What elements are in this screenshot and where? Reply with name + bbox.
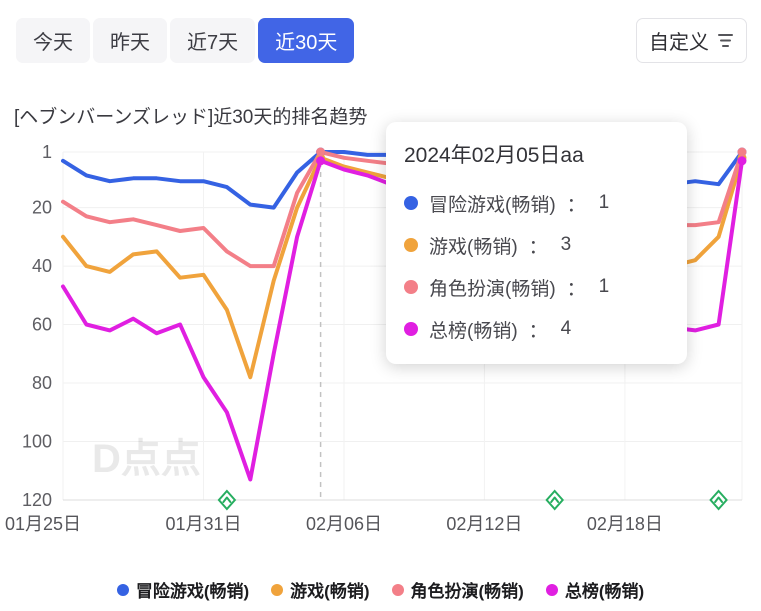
y-tick-label: 60 <box>32 315 52 335</box>
tooltip-label: 游戏(畅销) <box>429 236 518 258</box>
tooltip-label: 总榜(畅销) <box>429 320 518 342</box>
legend-item-adventure[interactable]: 冒险游戏(畅销) <box>116 577 250 602</box>
version-marker-chevron <box>222 496 232 503</box>
x-tick-label: 01月31日 <box>165 514 241 534</box>
tooltip-value: 3 <box>560 234 572 255</box>
version-marker-icon[interactable] <box>709 489 728 511</box>
y-tick-label: 120 <box>22 490 52 510</box>
y-tick-label: 1 <box>42 142 52 162</box>
series-dot-rpg <box>404 280 418 294</box>
tooltip-row-overall: 总榜(畅销) ： 4 <box>404 308 669 350</box>
tooltip-separator: ： <box>566 278 586 300</box>
tooltip-separator: ： <box>528 320 548 342</box>
tooltip-separator: ： <box>528 236 548 258</box>
custom-range-button[interactable]: 自定义 <box>636 18 747 63</box>
legend-dot-adventure <box>116 583 129 596</box>
highlight-point-rpg <box>316 147 326 157</box>
legend-label: 总榜(畅销) <box>564 582 645 601</box>
y-tick-label: 80 <box>32 373 52 393</box>
x-tick-label: 01月25日 <box>5 514 81 534</box>
legend-item-rpg[interactable]: 角色扮演(畅销) <box>391 577 524 602</box>
legend-item-overall[interactable]: 总榜(畅销) <box>545 577 645 602</box>
version-marker-icon[interactable] <box>217 489 237 511</box>
y-tick-label: 20 <box>32 198 52 218</box>
tab-last-30-days[interactable]: 近30天 <box>258 18 355 63</box>
x-tick-label: 02月06日 <box>306 514 382 534</box>
tooltip-row-adventure: 冒险游戏(畅销) ： 1 <box>404 182 669 224</box>
series-dot-overall <box>404 322 418 336</box>
tooltip-row-game: 游戏(畅销) ： 3 <box>404 224 669 266</box>
tooltip-value: 1 <box>598 192 610 213</box>
version-marker-icon[interactable] <box>545 489 565 511</box>
tab-today[interactable]: 今天 <box>16 18 90 63</box>
legend-label: 游戏(畅销) <box>290 582 370 601</box>
tooltip-separator: ： <box>566 194 586 216</box>
x-tick-label: 02月12日 <box>446 514 522 534</box>
legend-dot-rpg <box>391 583 404 596</box>
chart-legend: 冒险游戏(畅销) 游戏(畅销) 角色扮演(畅销) 总榜(畅销) <box>0 577 761 602</box>
version-marker-chevron <box>714 496 724 503</box>
tooltip-row-rpg: 角色扮演(畅销) ： 1 <box>404 266 669 308</box>
tooltip-value: 1 <box>598 276 610 297</box>
end-point-rpg <box>737 147 747 157</box>
legend-dot-game <box>271 583 284 596</box>
filter-icon <box>717 33 734 48</box>
tooltip-date-title: 2024年02月05日aa <box>404 144 584 167</box>
legend-label: 角色扮演(畅销) <box>410 582 524 601</box>
y-tick-label: 100 <box>22 432 52 452</box>
end-point-overall <box>737 156 747 166</box>
tooltip-value: 4 <box>560 318 572 339</box>
version-marker-chevron <box>550 496 560 503</box>
time-range-tabbar: 今天 昨天 近7天 近30天 <box>16 18 355 63</box>
legend-label: 冒险游戏(畅销) <box>135 582 250 601</box>
series-dot-game <box>404 238 418 252</box>
tab-yesterday[interactable]: 昨天 <box>93 18 167 63</box>
tooltip-label: 角色扮演(畅销) <box>429 278 556 300</box>
legend-dot-overall <box>545 583 558 596</box>
custom-range-label: 自定义 <box>649 32 709 54</box>
tab-last-7-days[interactable]: 近7天 <box>170 18 256 63</box>
y-tick-label: 40 <box>32 256 52 276</box>
x-tick-label: 02月18日 <box>587 514 663 534</box>
chart-tooltip: 2024年02月05日aa 冒险游戏(畅销) ： 1 游戏(畅销) ： 3 角色扮演… <box>386 122 687 364</box>
tooltip-label: 冒险游戏(畅销) <box>429 194 556 216</box>
watermark-logo: D点点 <box>92 437 201 481</box>
series-dot-adventure <box>404 196 418 210</box>
chart-title: [ヘブンバーンズレッド]近30天的排名趋势 <box>14 107 368 128</box>
legend-item-game[interactable]: 游戏(畅销) <box>271 577 370 602</box>
highlight-point-overall <box>316 156 326 166</box>
